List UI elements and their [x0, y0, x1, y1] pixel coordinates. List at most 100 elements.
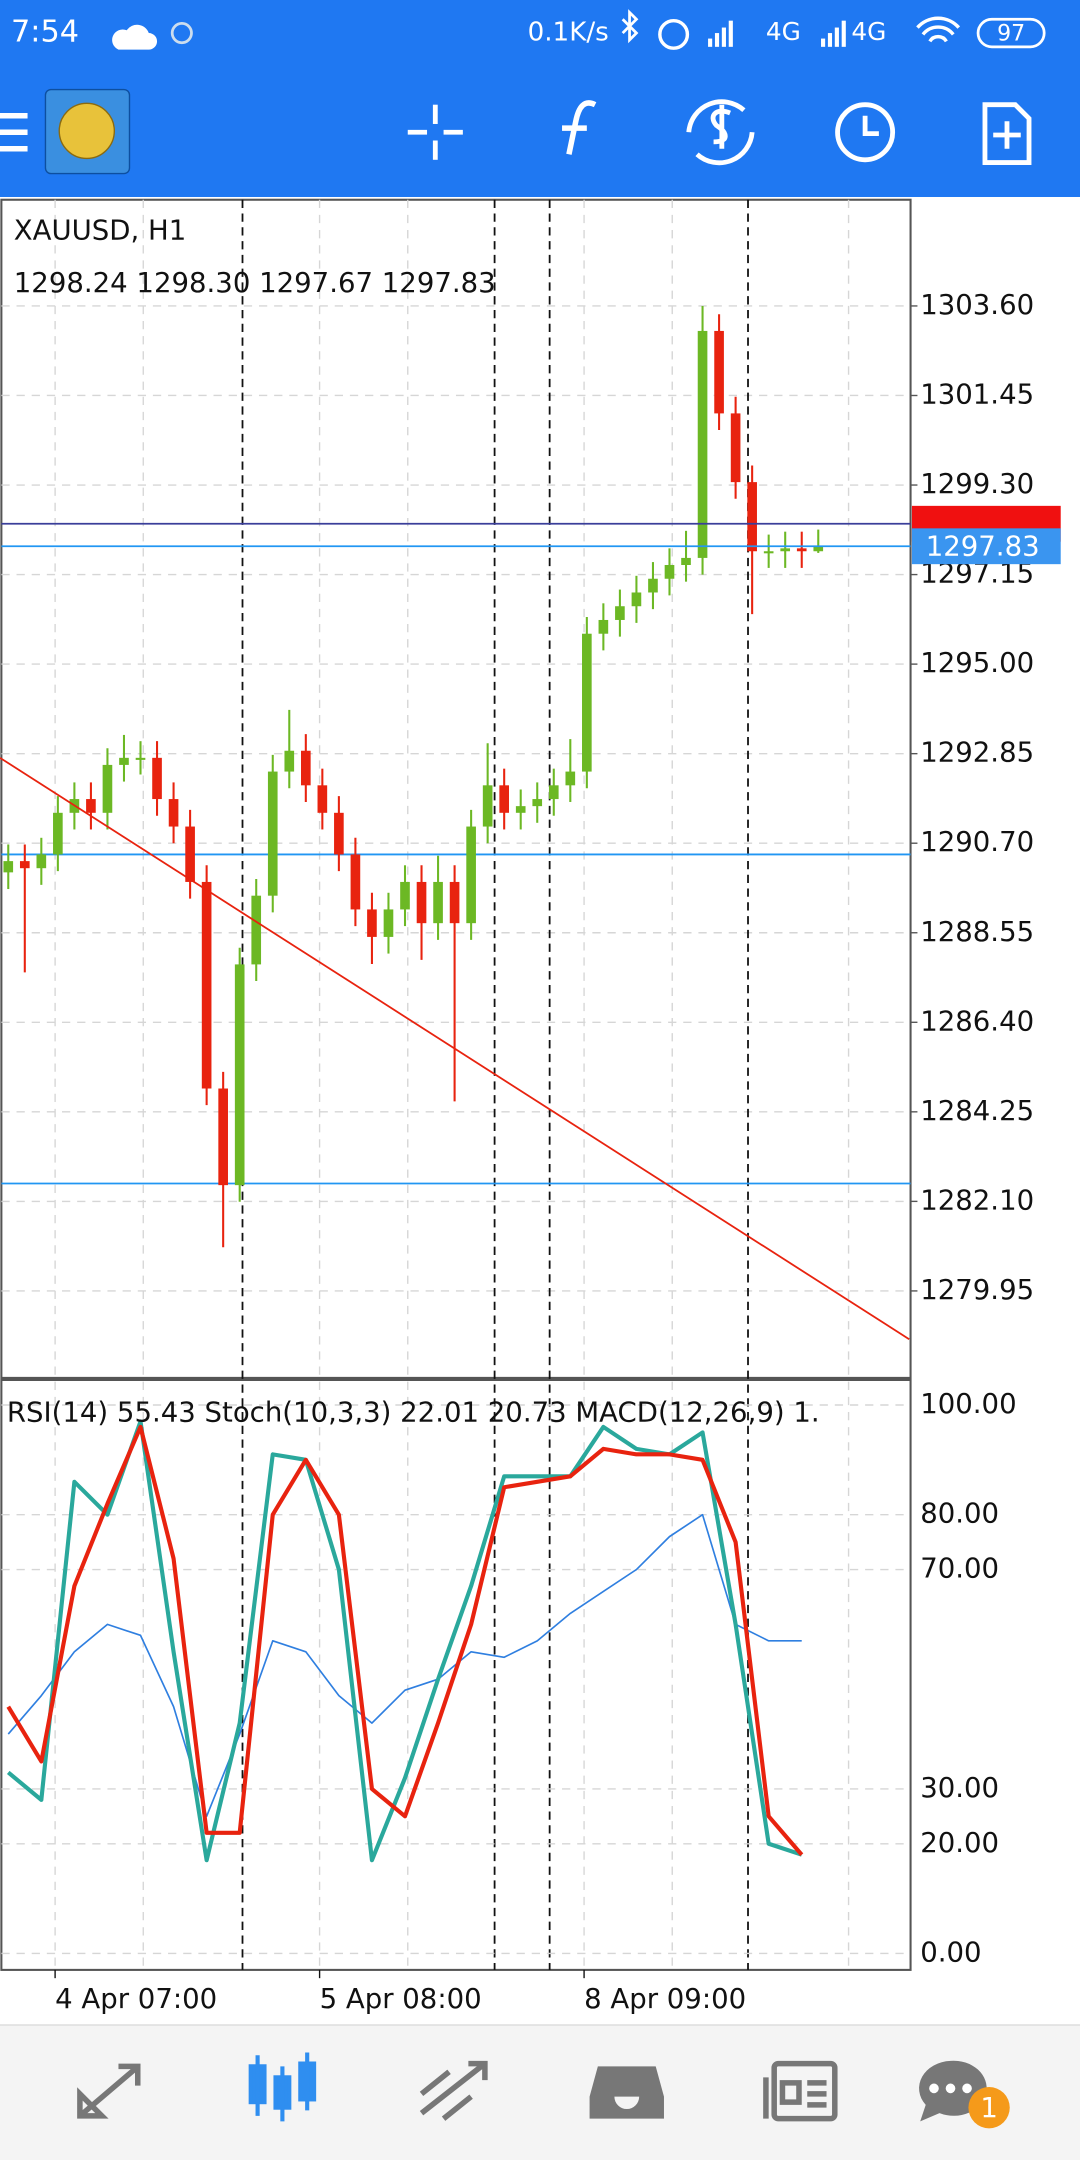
symbol-title: XAUUSD, H1: [14, 214, 187, 246]
time-label: 8 Apr 09:00: [584, 1983, 746, 2015]
candle-body: [19, 861, 30, 869]
candle-body: [780, 548, 791, 552]
badge-count: 1: [980, 2092, 998, 2124]
time-axis-bg: [0, 1972, 1080, 2025]
app-logo-mark: [58, 102, 116, 160]
chat-dots: [929, 2083, 972, 2094]
history-button[interactable]: [835, 102, 896, 163]
candle-body: [582, 633, 592, 772]
candle-body: [697, 330, 708, 558]
candle-body: [400, 881, 410, 910]
candle-body: [267, 771, 278, 896]
candle-body: [284, 750, 295, 772]
y-tick-label: 1279.95: [920, 1274, 1034, 1306]
time-ticks: [54, 1969, 585, 1979]
candle-body: [565, 771, 576, 786]
y-tick-label: 1282.10: [920, 1184, 1034, 1216]
battery-icon: [976, 17, 1046, 49]
candle-body: [350, 854, 361, 910]
network-type: 4G: [851, 17, 886, 46]
quotes-tab[interactable]: [77, 2063, 141, 2119]
candle-body: [53, 812, 63, 855]
candle-body: [36, 854, 47, 869]
y-tick-label: 1288.55: [920, 916, 1034, 948]
wifi-icon: [916, 16, 961, 43]
time-label: 5 Apr 08:00: [320, 1983, 482, 2015]
y-tick-label: 1286.40: [920, 1005, 1034, 1037]
trade-tab[interactable]: [419, 2060, 488, 2121]
new-order-button[interactable]: [982, 102, 1032, 165]
candle-body: [482, 785, 493, 827]
candle-body: [763, 551, 774, 554]
status-time: 7:54: [11, 15, 79, 50]
trade-button[interactable]: [686, 99, 755, 166]
candle-body: [201, 881, 212, 1089]
signal-icon: [821, 20, 846, 47]
candle-body: [168, 799, 179, 827]
bluetooth-icon: [621, 9, 639, 44]
candle-body: [747, 482, 757, 552]
net-speed: 0.1K/s: [528, 18, 609, 48]
indicator-title: RSI(14) 55.43 Stoch(10,3,3) 22.01 20.73 …: [7, 1396, 820, 1428]
badge: [968, 2086, 1010, 2129]
y-tick-label: 1284.25: [920, 1095, 1034, 1127]
chart-tab[interactable]: [248, 2052, 317, 2122]
y-tick-label: 1292.85: [920, 737, 1034, 769]
ohlc-values: 1298.24 1298.30 1297.67 1297.83: [14, 267, 496, 299]
candle-body: [416, 881, 427, 924]
weather-icon: [112, 24, 158, 50]
y-tick-label: 70.00: [920, 1553, 999, 1585]
candle-body: [499, 785, 510, 813]
candle-body: [648, 578, 658, 593]
bottom-nav: [0, 2025, 1080, 2160]
candle-body: [631, 592, 642, 607]
crosshair-button[interactable]: [407, 104, 463, 160]
candle-body: [532, 799, 543, 807]
candle-body: [598, 619, 609, 634]
candle-body: [3, 861, 14, 873]
chart-frame: [0, 198, 912, 1971]
candle-body: [119, 757, 129, 765]
candle-body: [796, 548, 807, 552]
indicator-line: [7, 1513, 802, 1818]
candle-body: [300, 750, 311, 786]
signal-icon: [708, 20, 733, 47]
candle-body: [449, 881, 460, 924]
time-grid: [54, 199, 850, 1970]
y-tick-label: 30.00: [920, 1772, 999, 1804]
y-tick-label: 20.00: [920, 1827, 999, 1859]
candle-body: [433, 881, 443, 924]
history-tab[interactable]: [589, 2066, 664, 2119]
candle-body: [135, 757, 146, 760]
candle-body: [185, 826, 195, 882]
y-tick-label: 1299.30: [920, 468, 1034, 500]
candle-body: [730, 413, 741, 483]
y-tick-label: 1295.00: [920, 647, 1034, 679]
candle-body: [714, 330, 724, 414]
indicator-line: [6, 1424, 804, 1857]
candle-body: [813, 546, 824, 552]
candle-body: [152, 757, 162, 800]
candle-body: [681, 557, 691, 565]
menu-button[interactable]: [0, 112, 28, 152]
candle-body: [251, 895, 262, 965]
y-tick-label: 80.00: [920, 1498, 999, 1530]
app-bar: [0, 0, 1080, 197]
app-icon: [170, 22, 193, 45]
indicators-button[interactable]: [562, 100, 597, 155]
news-tab[interactable]: [763, 2060, 838, 2122]
candle-body: [615, 606, 625, 620]
y-tick-label: 100.00: [920, 1388, 1016, 1420]
candle-body: [515, 806, 526, 813]
battery-level: 97: [997, 21, 1025, 46]
candle-body: [466, 826, 476, 924]
candle-body: [367, 909, 377, 937]
y-tick-label: 1301.45: [920, 378, 1034, 410]
trend-line: [0, 757, 910, 1340]
y-tick-label: 1290.70: [920, 826, 1034, 858]
candle-body: [334, 812, 344, 855]
alarm-icon: [658, 18, 690, 50]
candle-body: [383, 909, 394, 937]
